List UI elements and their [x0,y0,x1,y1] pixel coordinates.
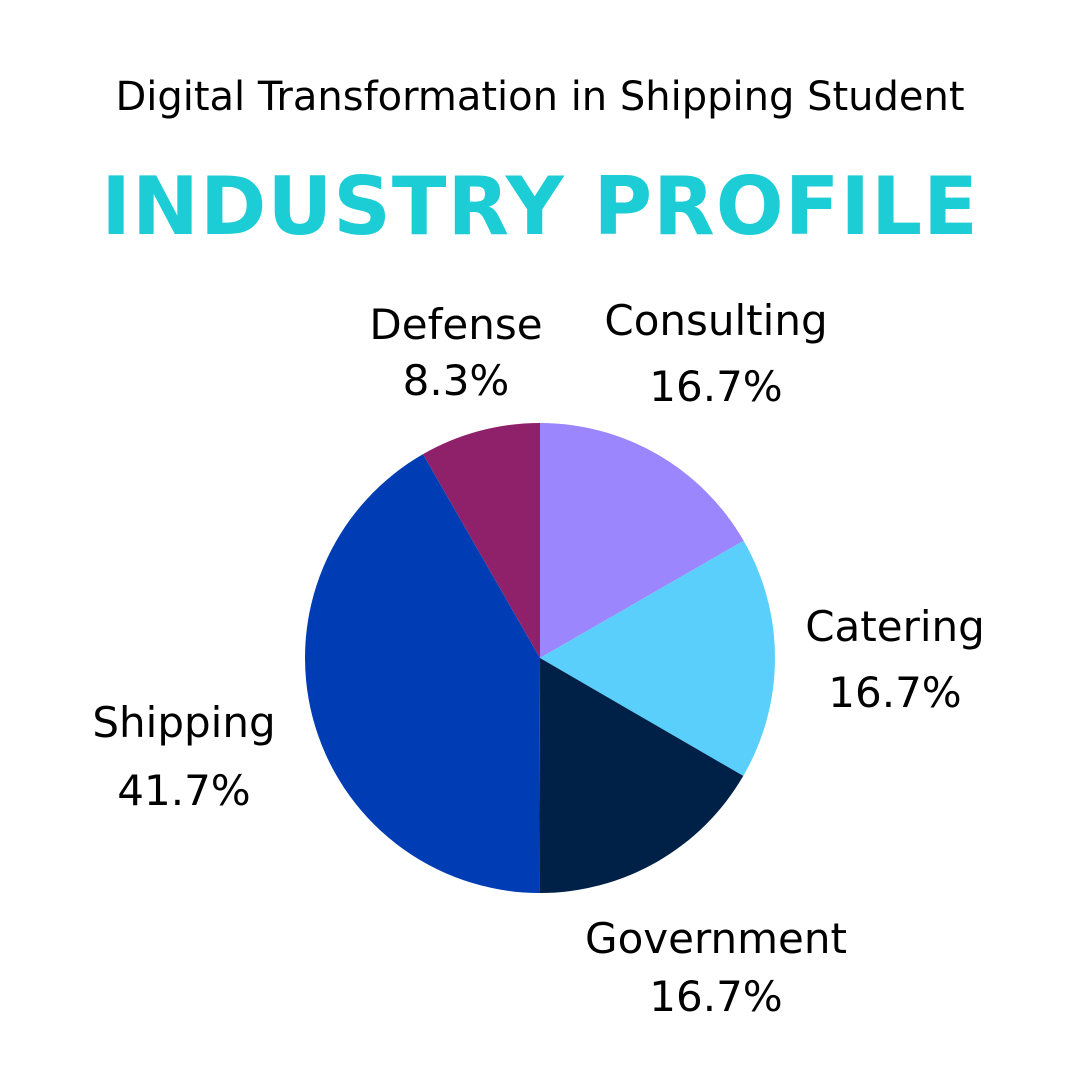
slice-value-defense: 8.3% [403,356,510,405]
chart-title: INDUSTRY PROFILE [101,160,979,253]
slice-label-catering: Catering [805,602,985,651]
slice-value-catering: 16.7% [828,668,961,717]
slice-label-consulting: Consulting [604,296,827,345]
slice-label-shipping: Shipping [92,698,275,747]
pie-slices [304,423,776,894]
slice-value-shipping: 41.7% [117,766,250,815]
slice-label-defense: Defense [369,300,542,349]
slice-value-consulting: 16.7% [649,362,782,411]
chart-subtitle: Digital Transformation in Shipping Stude… [115,74,965,120]
slice-value-government: 16.7% [649,972,782,1021]
pie-slice-consulting [540,423,744,658]
pie-slice-defense [423,423,540,658]
slice-label-government: Government [585,914,847,963]
pie-slice-catering [540,540,776,776]
pie-slice-shipping [304,454,540,893]
pie-labels: Consulting 16.7% Catering 16.7% Government 16… [92,296,984,1021]
pie-slice-government [539,658,744,894]
